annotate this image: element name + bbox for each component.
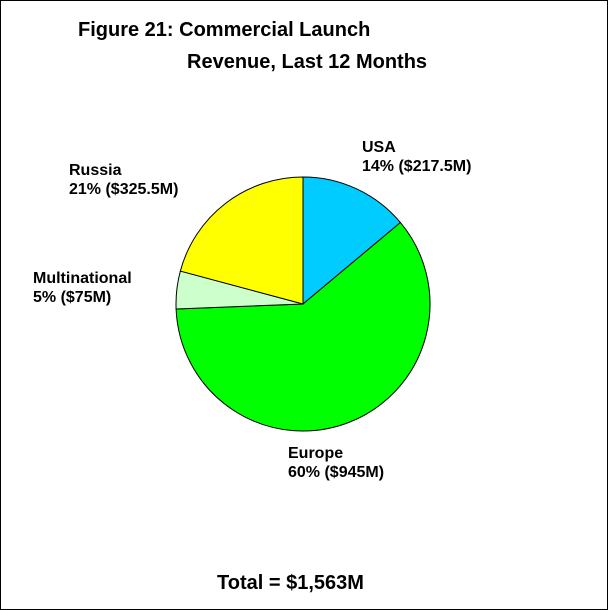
slice-name-multinational: Multinational — [33, 270, 132, 287]
slice-label-russia: Russia 21% ($325.5M) — [69, 161, 178, 199]
pie-slice-europe — [175, 221, 431, 432]
pie-slice-usa — [302, 176, 402, 306]
slice-value-multinational: 5% ($75M) — [33, 289, 112, 306]
slice-name-usa: USA — [362, 139, 396, 156]
slice-label-europe: Europe 60% ($945M) — [288, 444, 384, 482]
slice-name-europe: Europe — [288, 445, 344, 462]
slice-value-usa: 14% ($217.5M) — [362, 158, 472, 175]
slice-label-multinational: Multinational 5% ($75M) — [33, 269, 132, 307]
chart-title-line1: Figure 21: Commercial Launch — [78, 19, 371, 41]
pie-slice-russia — [179, 176, 304, 305]
slice-value-russia: 21% ($325.5M) — [69, 181, 179, 198]
chart-title-line2: Revenue, Last 12 Months — [187, 51, 428, 73]
slice-label-usa: USA 14% ($217.5M) — [362, 138, 471, 176]
total-label: Total = $1,563M — [217, 572, 364, 594]
slice-value-europe: 60% ($945M) — [288, 464, 385, 481]
slice-name-russia: Russia — [69, 162, 122, 179]
